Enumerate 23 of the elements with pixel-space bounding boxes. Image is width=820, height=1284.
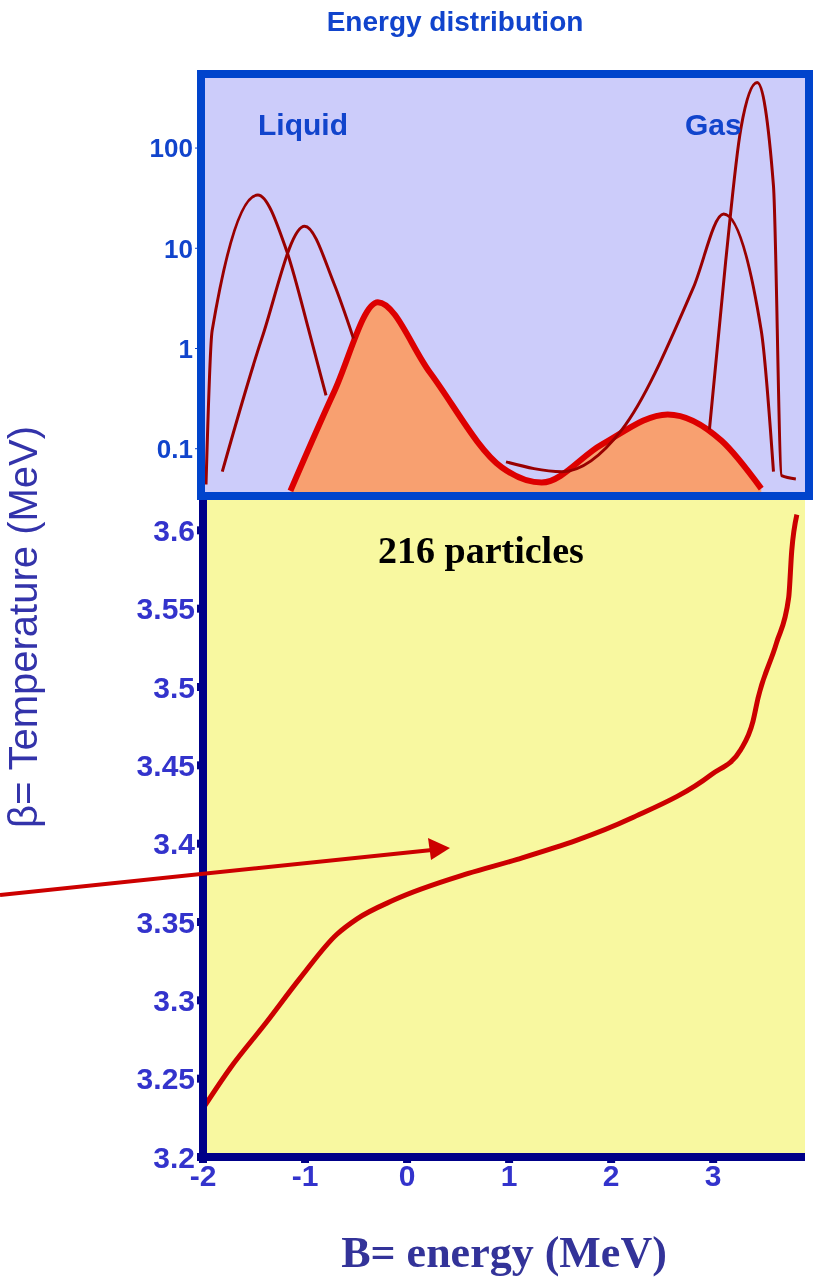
- annotation: Gas: [685, 108, 742, 142]
- x-tick-label: -1: [291, 1159, 319, 1193]
- y-tick-label: 3.35: [136, 905, 195, 939]
- y-tick-label: 3.55: [136, 592, 195, 626]
- annotation: Liquid: [258, 108, 348, 142]
- y-tick-label: 0.1: [156, 433, 193, 464]
- y-tick-label: 3.25: [136, 1062, 195, 1096]
- y-tick-label: 10: [164, 233, 193, 264]
- y-tick-label: 3.6: [153, 513, 195, 547]
- chart-title: Energy distribution: [325, 6, 585, 38]
- x-tick-label: 1: [500, 1159, 518, 1193]
- y-tick-label: 3.5: [153, 670, 195, 704]
- x-tick-label: 2: [602, 1159, 620, 1193]
- x-tick-label: 0: [398, 1159, 416, 1193]
- y-tick-label: 3.3: [153, 983, 195, 1017]
- y-tick-label: 3.45: [136, 748, 195, 782]
- y-tick-label: 100: [149, 133, 193, 164]
- y-tick-label: 1: [178, 333, 193, 364]
- y-axis-title: β= Temperature (MeV): [1, 425, 46, 828]
- y-tick-label: 3.4: [153, 827, 196, 861]
- annotation: 216 particles: [378, 528, 584, 572]
- x-axis-title: B= energy (MeV): [341, 1228, 667, 1277]
- x-tick-label: 3: [704, 1159, 722, 1193]
